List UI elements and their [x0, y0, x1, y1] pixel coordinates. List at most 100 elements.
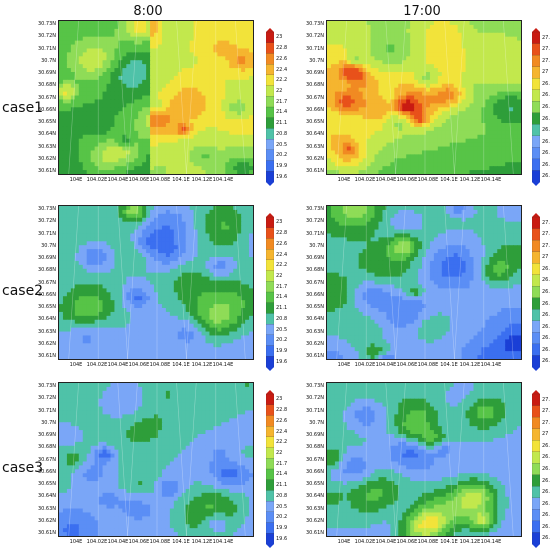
heatmap-cell — [213, 257, 218, 262]
heatmap-cell — [497, 24, 502, 30]
heatmap-cell — [449, 40, 455, 46]
heatmap-cell — [513, 87, 518, 93]
heatmap-cell — [366, 40, 372, 46]
heatmap-cell — [66, 154, 72, 159]
heatmap-cell — [485, 99, 490, 104]
heatmap-cell — [221, 28, 226, 34]
heatmap-cell — [410, 123, 415, 128]
heatmap-cell — [233, 233, 238, 238]
heatmap-cell — [122, 72, 127, 77]
heatmap-cell — [229, 245, 234, 250]
heatmap-cell — [62, 142, 68, 148]
heatmap-cell — [59, 44, 64, 50]
heatmap-cell — [62, 206, 68, 211]
heatmap-cell — [390, 60, 395, 65]
heatmap-cell — [157, 111, 163, 116]
heatmap-cell — [197, 119, 203, 124]
heatmap-cell — [110, 138, 116, 144]
heatmap-cell — [429, 28, 435, 34]
heatmap-cell — [157, 280, 163, 286]
heatmap-cell — [221, 91, 226, 97]
heatmap-cell — [334, 134, 340, 140]
colorbar-segment — [265, 96, 275, 108]
heatmap-cell — [517, 170, 521, 174]
heatmap-cell — [221, 40, 226, 46]
heatmap-cell — [225, 68, 230, 73]
heatmap-cell — [509, 32, 514, 38]
heatmap-cell — [169, 72, 175, 77]
heatmap-cell — [362, 64, 368, 69]
heatmap-cell — [205, 280, 211, 286]
heatmap-cell — [209, 146, 215, 152]
heatmap-cell — [362, 95, 368, 101]
heatmap-cell — [378, 146, 384, 152]
heatmap-cell — [229, 158, 234, 163]
heatmap-cell — [134, 130, 139, 136]
heatmap-cell — [59, 280, 64, 286]
heatmap-cell — [406, 134, 411, 140]
heatmap-cell — [342, 21, 348, 26]
heatmap-cell — [425, 24, 431, 30]
heatmap-cell — [110, 146, 116, 152]
heatmap-cell — [237, 28, 242, 34]
heatmap-cell — [418, 72, 423, 77]
heatmap-cell — [342, 99, 348, 104]
heatmap-cell — [181, 134, 187, 140]
heatmap-cell — [169, 245, 175, 250]
heatmap-cell — [165, 170, 171, 174]
heatmap-cell — [90, 138, 96, 144]
heatmap-cell — [233, 213, 238, 219]
heatmap-cell — [497, 99, 502, 104]
heatmap-cell — [126, 233, 131, 238]
heatmap-cell — [245, 166, 250, 171]
heatmap-cell — [346, 115, 352, 120]
heatmap-cell — [249, 95, 253, 101]
heatmap-cell — [157, 119, 163, 124]
heatmap-cell — [477, 119, 483, 124]
heatmap-cell — [169, 225, 175, 231]
heatmap-cell — [169, 123, 175, 128]
heatmap-cell — [189, 138, 195, 144]
heatmap-cell — [106, 83, 112, 89]
heatmap-cell — [342, 103, 348, 108]
heatmap-cell — [70, 75, 76, 81]
heatmap-cell — [469, 75, 475, 81]
heatmap-cell — [346, 52, 352, 57]
heatmap-cell — [122, 28, 127, 34]
heatmap-cell — [217, 260, 222, 266]
heatmap-cell — [122, 21, 127, 26]
heatmap-cell — [477, 166, 483, 171]
heatmap-cell — [217, 134, 222, 140]
heatmap-cell — [378, 91, 384, 97]
heatmap-cell — [70, 213, 76, 219]
heatmap-cell — [493, 130, 498, 136]
heatmap-cell — [173, 268, 179, 274]
heatmap-cell — [241, 276, 246, 282]
heatmap-cell — [118, 162, 123, 167]
heatmap-cell — [441, 166, 447, 171]
heatmap-cell — [197, 79, 203, 85]
heatmap-cell — [165, 107, 171, 112]
heatmap-cell — [157, 166, 163, 171]
heatmap-cell — [433, 44, 439, 50]
heatmap-cell — [74, 249, 80, 254]
heatmap-cell — [505, 99, 510, 104]
heatmap-cell — [78, 272, 84, 278]
heatmap-cell — [157, 107, 163, 112]
heatmap-cell — [59, 206, 64, 211]
heatmap-cell — [370, 107, 376, 112]
heatmap-cell — [386, 107, 391, 112]
heatmap-cell — [90, 158, 96, 163]
colorbar-tick-label: 27 — [542, 69, 549, 76]
heatmap-cell — [513, 52, 518, 57]
heatmap-cell — [358, 99, 364, 104]
heatmap-cell — [62, 119, 68, 124]
heatmap-cell — [437, 99, 443, 104]
heatmap-cell — [59, 130, 64, 136]
heatmap-cell — [249, 280, 253, 286]
heatmap-cell — [66, 103, 72, 108]
heatmap-cell — [185, 138, 191, 144]
heatmap-cell — [453, 95, 459, 101]
heatmap-cell — [169, 257, 175, 262]
heatmap-cell — [130, 115, 135, 120]
